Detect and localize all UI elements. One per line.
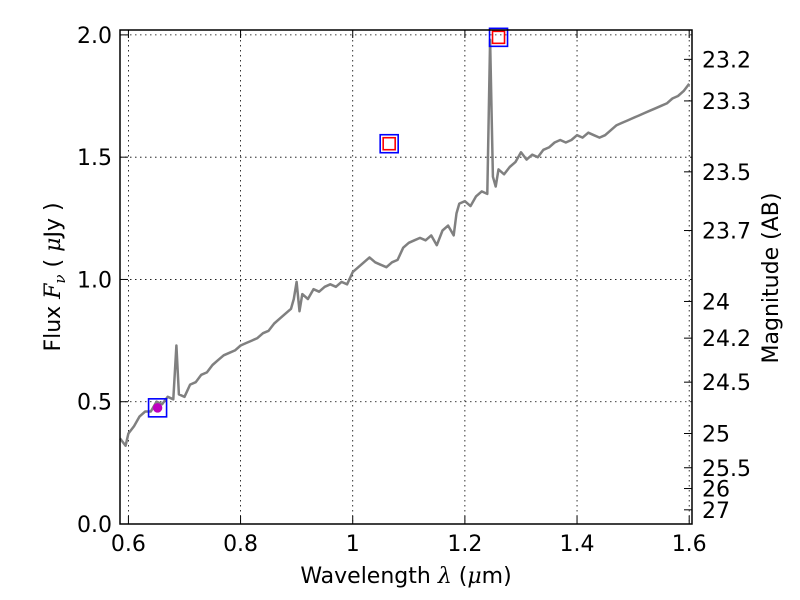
spectrum-line [119, 38, 691, 447]
photometry-marker [488, 27, 509, 48]
mag-tick-label: 23.5 [702, 161, 751, 186]
x-tick-label: 0.6 [111, 532, 146, 557]
mag-tick-label: 23.3 [702, 90, 751, 115]
mag-tick-label: 24.2 [702, 327, 751, 352]
photometry-marker [147, 398, 168, 418]
mag-tick-label: 24.5 [702, 371, 751, 396]
mag-tick-label: 24 [702, 290, 730, 315]
y-tick-label: 1.5 [77, 146, 112, 171]
mag-tick-label: 27 [702, 499, 730, 524]
axis-ticks: 0.6 0.8 1 1.2 1.4 1.6 0.0 0.5 1.0 1.5 2.0 23.2 23.3 2… [77, 24, 751, 557]
y-tick-label: 1.0 [77, 268, 112, 293]
mag-tick-label: 26 [702, 478, 730, 503]
photometry-marker [491, 30, 506, 45]
y-tick-label: 2.0 [77, 24, 112, 49]
x-tick-label: 1.2 [447, 532, 482, 557]
y-tick-label: 0.5 [77, 391, 112, 416]
x-tick-label: 1.4 [560, 532, 595, 557]
axes-frame [119, 29, 693, 525]
y2-axis-label: Magnitude (AB) [759, 193, 784, 364]
mag-tick-label: 25.5 [702, 457, 751, 482]
photometry-marker [379, 133, 399, 154]
y-tick-label: 0.0 [77, 513, 112, 538]
mag-tick-label: 25 [702, 423, 730, 448]
y-axis-label: Flux Fν ( μJy ) [41, 202, 69, 351]
x-tick-label: 1 [346, 532, 360, 557]
plot-area [119, 27, 691, 447]
x-tick-label: 0.8 [223, 532, 258, 557]
mag-tick-label: 23.7 [702, 220, 751, 245]
photometry-point [152, 403, 163, 413]
mag-tick-label: 23.2 [702, 48, 751, 73]
x-axis-label: Wavelength λ (μm) [300, 564, 511, 589]
x-tick-label: 1.6 [672, 532, 707, 557]
photometry-marker [382, 136, 396, 151]
